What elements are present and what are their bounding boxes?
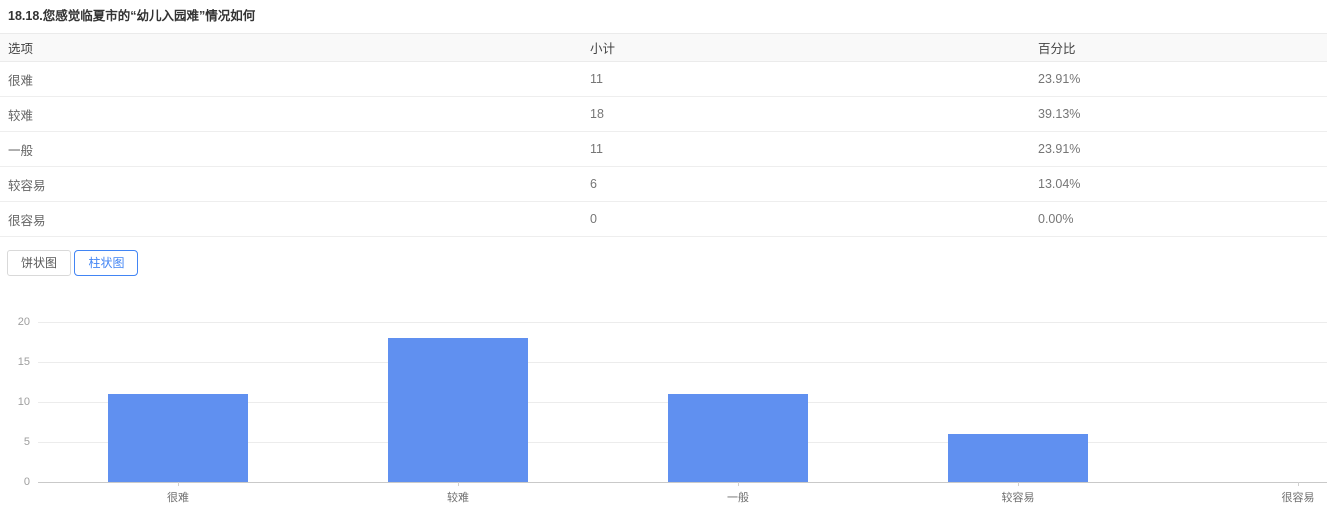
table-row: 很难 11 23.91%: [0, 61, 1327, 97]
option-percent: 39.13%: [1030, 96, 1327, 132]
x-axis-tick: [738, 482, 739, 486]
x-axis-category-label: 很容易: [1281, 492, 1315, 504]
bar-较容易: [948, 434, 1088, 482]
table-row: 较容易 6 13.04%: [0, 166, 1327, 202]
x-axis-category-label: 一般: [727, 492, 749, 504]
option-count: 11: [582, 61, 1030, 97]
option-percent: 23.91%: [1030, 131, 1327, 167]
x-axis-line: [38, 482, 1327, 483]
bar-很难: [108, 394, 248, 482]
x-axis-category-label: 较容易: [1001, 492, 1035, 504]
option-count: 18: [582, 96, 1030, 132]
y-axis-tick-label: 20: [17, 316, 30, 328]
question-title: 18.18.您感觉临夏市的“幼儿入园难”情况如何: [8, 9, 256, 23]
option-percent: 13.04%: [1030, 166, 1327, 202]
option-count: 0: [582, 201, 1030, 237]
y-axis-tick-label: 10: [17, 396, 30, 408]
column-header-option: 选项: [0, 33, 582, 62]
bar-一般: [668, 394, 808, 482]
x-axis-category-label: 很难: [167, 492, 189, 504]
option-count: 11: [582, 131, 1030, 167]
y-axis-tick-label: 15: [17, 356, 30, 368]
option-label: 一般: [0, 131, 582, 167]
answer-stats-table: 选项 小计 百分比 很难 11 23.91% 较难 18 39.13% 一般 1…: [0, 33, 1327, 237]
gridline: [38, 362, 1327, 363]
pie-chart-button[interactable]: 饼状图: [7, 250, 72, 276]
y-axis-tick-label: 0: [23, 476, 30, 488]
table-header-row: 选项 小计 百分比: [0, 33, 1327, 62]
bar-chart-plot: 0 5 10 15 20 很难 较难 一般 较容易 很容易: [18, 316, 1327, 504]
table-row: 一般 11 23.91%: [0, 131, 1327, 167]
option-percent: 0.00%: [1030, 201, 1327, 237]
option-label: 较难: [0, 96, 582, 132]
option-label: 很容易: [0, 201, 582, 237]
bar-chart: 0 5 10 15 20 很难 较难 一般 较容易 很容易: [0, 312, 1327, 512]
x-axis-tick: [1298, 482, 1299, 486]
option-label: 较容易: [0, 166, 582, 202]
table-row: 较难 18 39.13%: [0, 96, 1327, 132]
chart-type-toggle: 饼状图 柱状图: [7, 250, 1327, 276]
x-axis-tick: [458, 482, 459, 486]
column-header-count: 小计: [582, 33, 1030, 62]
y-axis-tick-label: 5: [23, 436, 30, 448]
bar-较难: [388, 338, 528, 482]
column-header-percent: 百分比: [1030, 33, 1327, 62]
x-axis-tick: [1018, 482, 1019, 486]
option-percent: 23.91%: [1030, 61, 1327, 97]
option-count: 6: [582, 166, 1030, 202]
x-axis-tick: [178, 482, 179, 486]
gridline: [38, 322, 1327, 323]
x-axis-category-label: 较难: [447, 492, 469, 504]
table-row: 很容易 0 0.00%: [0, 201, 1327, 237]
bar-chart-button[interactable]: 柱状图: [74, 250, 139, 276]
option-label: 很难: [0, 61, 582, 97]
